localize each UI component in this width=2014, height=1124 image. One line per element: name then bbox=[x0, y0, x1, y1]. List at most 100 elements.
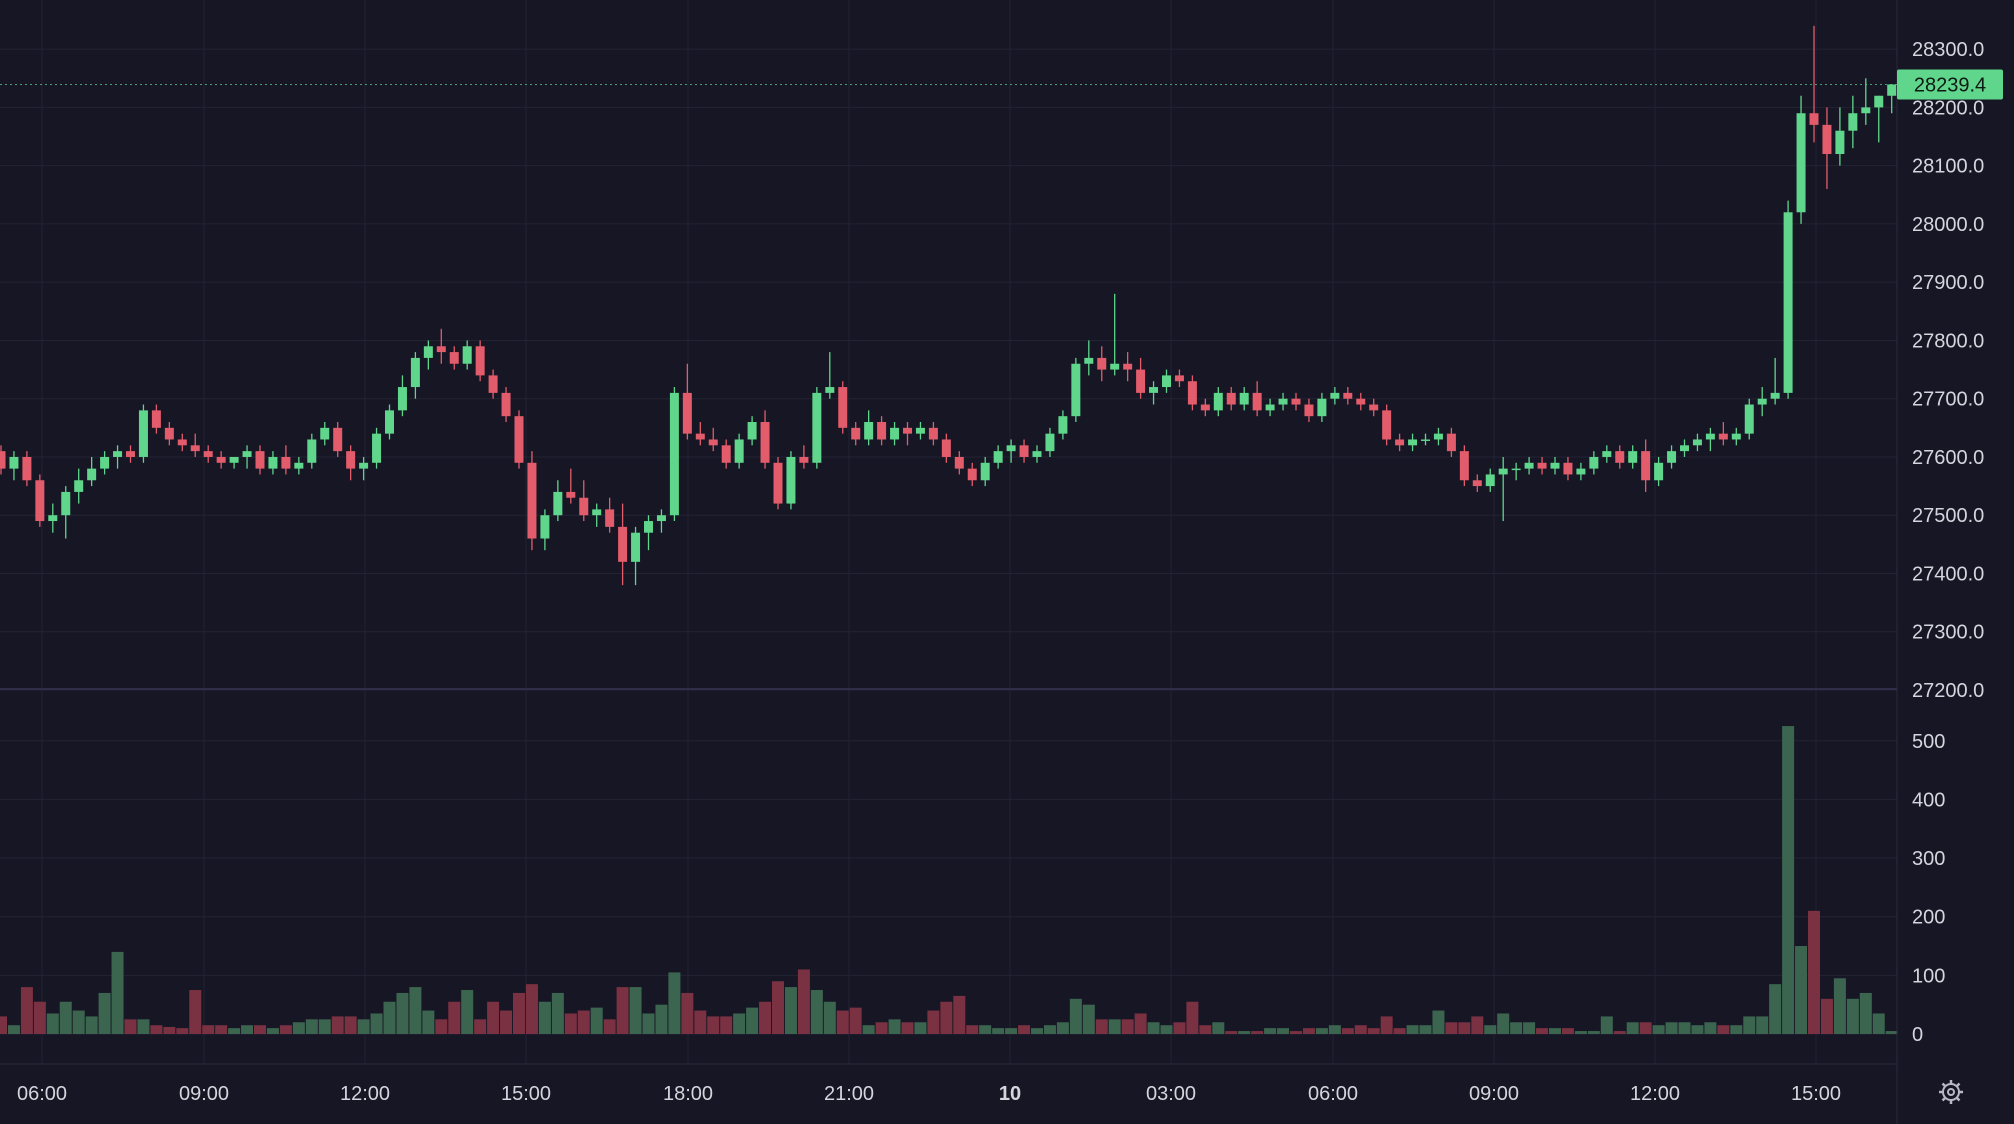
candle[interactable] bbox=[0, 445, 6, 475]
candle[interactable] bbox=[799, 445, 809, 469]
candle[interactable] bbox=[1369, 398, 1379, 417]
candle[interactable] bbox=[100, 451, 110, 475]
candle[interactable] bbox=[1550, 456, 1560, 475]
candle[interactable] bbox=[1421, 433, 1430, 446]
candle[interactable] bbox=[9, 451, 19, 481]
candle[interactable] bbox=[1032, 445, 1042, 463]
candle[interactable] bbox=[488, 369, 498, 399]
candle[interactable] bbox=[1239, 387, 1249, 411]
candle[interactable] bbox=[346, 445, 356, 481]
candle[interactable] bbox=[838, 381, 848, 434]
candle[interactable] bbox=[1459, 445, 1469, 487]
candle[interactable] bbox=[1395, 433, 1405, 452]
candle[interactable] bbox=[372, 427, 382, 469]
candle[interactable] bbox=[682, 363, 692, 440]
candle[interactable] bbox=[449, 346, 459, 370]
candle[interactable] bbox=[1809, 25, 1819, 143]
candle[interactable] bbox=[268, 451, 278, 475]
candle[interactable] bbox=[1731, 427, 1741, 446]
candle[interactable] bbox=[462, 340, 472, 370]
candle[interactable] bbox=[514, 410, 524, 469]
candle[interactable] bbox=[915, 422, 925, 440]
candle[interactable] bbox=[501, 387, 511, 423]
candle[interactable] bbox=[1680, 439, 1689, 457]
candle[interactable] bbox=[631, 526, 641, 586]
candle[interactable] bbox=[890, 422, 900, 446]
candle[interactable] bbox=[1472, 474, 1482, 492]
candle[interactable] bbox=[190, 433, 200, 457]
candle[interactable] bbox=[1744, 398, 1754, 440]
candle[interactable] bbox=[851, 422, 861, 446]
candle[interactable] bbox=[1757, 387, 1767, 417]
candle[interactable] bbox=[1162, 369, 1171, 393]
candle[interactable] bbox=[1485, 468, 1495, 492]
candle[interactable] bbox=[708, 427, 718, 452]
time-axis[interactable]: 06:00 09:00 12:00 15:00 18:00 21:00 10 03:00 06:… bbox=[17, 1083, 1841, 1105]
candle[interactable] bbox=[980, 456, 990, 487]
candle[interactable] bbox=[1887, 84, 1897, 114]
price-axis[interactable]: 27200.0 27300.0 27400.0 27500.0 27600.0 27700… bbox=[1912, 39, 1984, 702]
candle[interactable] bbox=[87, 456, 97, 487]
candle[interactable] bbox=[877, 416, 887, 446]
candle[interactable] bbox=[423, 340, 433, 370]
candle[interactable] bbox=[138, 404, 148, 463]
candle[interactable] bbox=[151, 404, 161, 434]
candle[interactable] bbox=[126, 445, 135, 463]
candle[interactable] bbox=[1291, 392, 1301, 411]
candle[interactable] bbox=[1226, 387, 1236, 411]
candle[interactable] bbox=[1498, 456, 1508, 522]
candle[interactable] bbox=[1213, 387, 1223, 417]
candle[interactable] bbox=[1187, 375, 1197, 411]
candle[interactable] bbox=[1433, 427, 1443, 446]
candle[interactable] bbox=[1654, 456, 1664, 487]
candle[interactable] bbox=[1641, 439, 1651, 492]
candle[interactable] bbox=[1382, 404, 1392, 446]
candle[interactable] bbox=[928, 422, 938, 446]
candle[interactable] bbox=[359, 456, 369, 481]
candle[interactable] bbox=[1343, 387, 1353, 405]
candle[interactable] bbox=[1149, 381, 1159, 405]
candle[interactable] bbox=[656, 509, 666, 533]
candle[interactable] bbox=[1615, 445, 1625, 469]
candle[interactable] bbox=[941, 433, 951, 463]
candle[interactable] bbox=[825, 352, 835, 399]
candle[interactable] bbox=[1563, 456, 1573, 481]
candle[interactable] bbox=[1667, 445, 1677, 469]
candle[interactable] bbox=[307, 433, 317, 469]
candle[interactable] bbox=[669, 387, 679, 522]
candle[interactable] bbox=[1136, 357, 1146, 399]
candle[interactable] bbox=[1692, 433, 1702, 452]
candle[interactable] bbox=[242, 445, 252, 469]
candle[interactable] bbox=[177, 433, 187, 452]
candle[interactable] bbox=[903, 422, 912, 446]
candle[interactable] bbox=[1408, 433, 1418, 452]
candle[interactable] bbox=[203, 445, 213, 463]
candle[interactable] bbox=[1628, 445, 1638, 469]
candle[interactable] bbox=[721, 439, 731, 469]
candle[interactable] bbox=[22, 451, 32, 487]
volume-axis[interactable]: 0 100 200 300 400 500 bbox=[1912, 731, 1945, 1046]
candle[interactable] bbox=[644, 515, 653, 551]
candle[interactable] bbox=[320, 422, 330, 446]
candle[interactable] bbox=[436, 328, 446, 364]
candle[interactable] bbox=[1058, 410, 1068, 440]
candle[interactable] bbox=[1019, 439, 1029, 463]
candle[interactable] bbox=[864, 410, 874, 446]
candle[interactable] bbox=[566, 468, 576, 504]
candle[interactable] bbox=[954, 451, 964, 475]
candle[interactable] bbox=[229, 456, 239, 469]
candle[interactable] bbox=[1084, 340, 1094, 376]
candle[interactable] bbox=[1265, 398, 1275, 417]
candle[interactable] bbox=[1770, 357, 1780, 405]
candle[interactable] bbox=[113, 445, 123, 469]
candle[interactable] bbox=[61, 486, 71, 539]
candle[interactable] bbox=[410, 352, 420, 399]
candle[interactable] bbox=[540, 509, 550, 551]
candle[interactable] bbox=[1006, 439, 1016, 463]
candle[interactable] bbox=[1446, 427, 1456, 457]
candle[interactable] bbox=[216, 451, 226, 469]
candle[interactable] bbox=[1835, 107, 1845, 166]
candle[interactable] bbox=[1783, 200, 1793, 399]
candle[interactable] bbox=[1602, 445, 1612, 463]
